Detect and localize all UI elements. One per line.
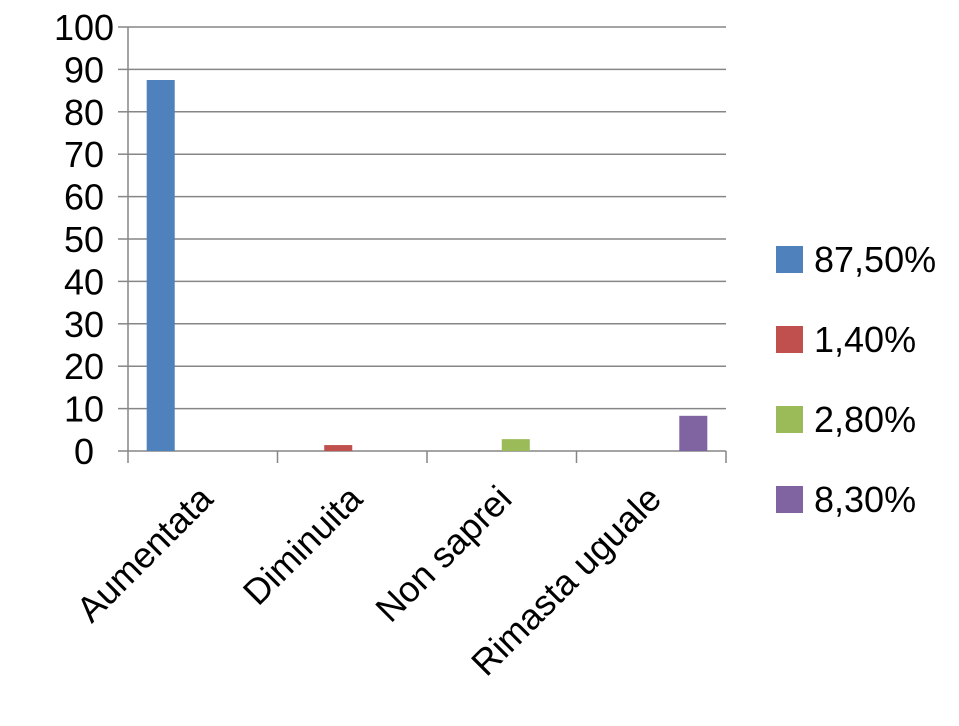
legend-swatch [776,326,803,353]
legend-label: 8,30% [814,479,916,520]
bar [501,439,530,451]
y-tick-label: 0 [74,431,94,472]
bars [146,80,708,451]
x-tick-label: Non saprei [367,478,519,630]
y-tick-label: 40 [64,261,104,302]
bar [146,80,175,451]
y-tick-label: 50 [64,219,104,260]
legend-swatch [776,246,803,273]
legend: 87,50% 1,40% 2,80% 8,30% [776,239,936,520]
bar [324,445,353,451]
y-tick-label: 60 [64,177,104,218]
legend-label: 1,40% [814,319,916,360]
y-tick-label: 10 [64,389,104,430]
y-tick-label: 80 [64,92,104,133]
legend-swatch [776,406,803,433]
legend-label: 87,50% [814,239,936,280]
y-tick-label: 30 [64,304,104,345]
y-tick-label: 70 [64,134,104,175]
y-tick-label: 90 [64,49,104,90]
y-tick-label: 20 [64,346,104,387]
legend-swatch [776,486,803,513]
y-tick-label: 100 [54,7,114,48]
x-tick-label: Diminuita [235,477,371,613]
x-tick-label: Aumentata [68,477,221,630]
gridlines [128,26,726,410]
bar [679,415,708,451]
legend-label: 2,80% [814,399,916,440]
